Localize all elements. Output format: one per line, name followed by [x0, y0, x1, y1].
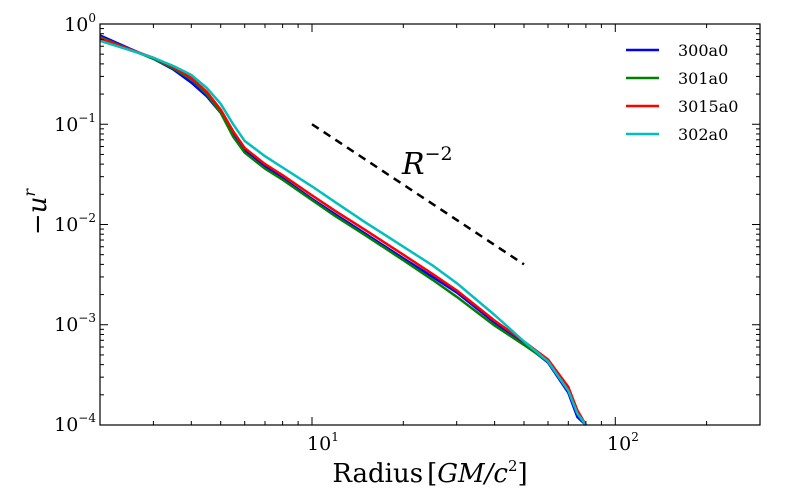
reference-slope-line — [311, 123, 525, 266]
series-line-302a0 — [99, 39, 587, 426]
legend-label: 302a0 — [678, 125, 728, 144]
y-tick-label: 100 — [64, 11, 96, 36]
y-axis-title: −ur — [20, 188, 53, 236]
y-tick-label: 10−1 — [54, 111, 96, 136]
y-tick-label: 10−2 — [54, 211, 96, 236]
x-axis-title: Radius [GM/c2] — [332, 457, 527, 489]
legend-label: 300a0 — [678, 41, 728, 60]
legend-label: 301a0 — [678, 69, 728, 88]
slope-annotation: R−2 — [401, 143, 453, 182]
tick-layer — [99, 23, 761, 426]
reference-line-layer — [311, 123, 525, 266]
y-tick-label: 10−3 — [54, 311, 96, 336]
x-tick-label: 101 — [307, 430, 339, 455]
series-layer — [99, 34, 587, 426]
legend-label: 3015a0 — [678, 97, 738, 116]
legend: 300a0 301a0 3015a0 302a0 — [626, 41, 738, 144]
y-tick-label: 10−4 — [54, 411, 96, 436]
x-tick-label: 102 — [607, 430, 639, 455]
